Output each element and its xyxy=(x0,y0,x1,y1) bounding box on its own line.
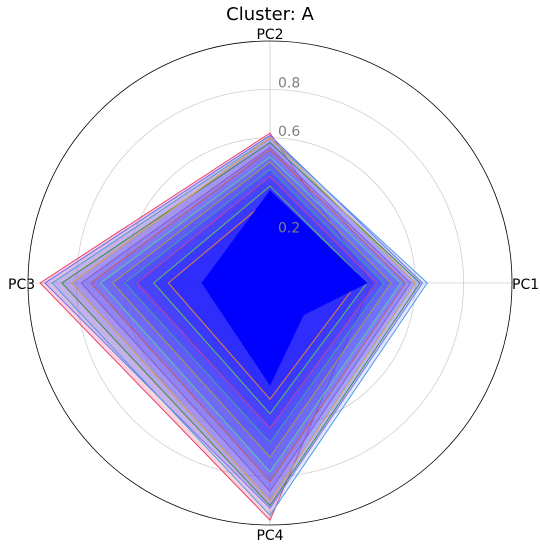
axis-label-pc3: PC3 xyxy=(8,277,35,293)
r-tick-label: 0.8 xyxy=(278,75,300,91)
outer-frame xyxy=(27,40,513,526)
axis-label-pc1: PC1 xyxy=(512,277,539,293)
radar-series xyxy=(39,132,428,522)
r-tick-label: 0.2 xyxy=(278,221,300,237)
grid-circle xyxy=(75,88,465,478)
radar-labels: PC1 PC2 PC3 PC4 0.2 0.6 0.8 xyxy=(8,27,539,544)
series-polygon xyxy=(201,209,319,386)
axis-label-pc2: PC2 xyxy=(256,27,283,43)
r-tick-label: 0.6 xyxy=(278,124,300,140)
chart-title: Cluster: A xyxy=(226,4,314,25)
axis-label-pc4: PC4 xyxy=(256,528,283,544)
